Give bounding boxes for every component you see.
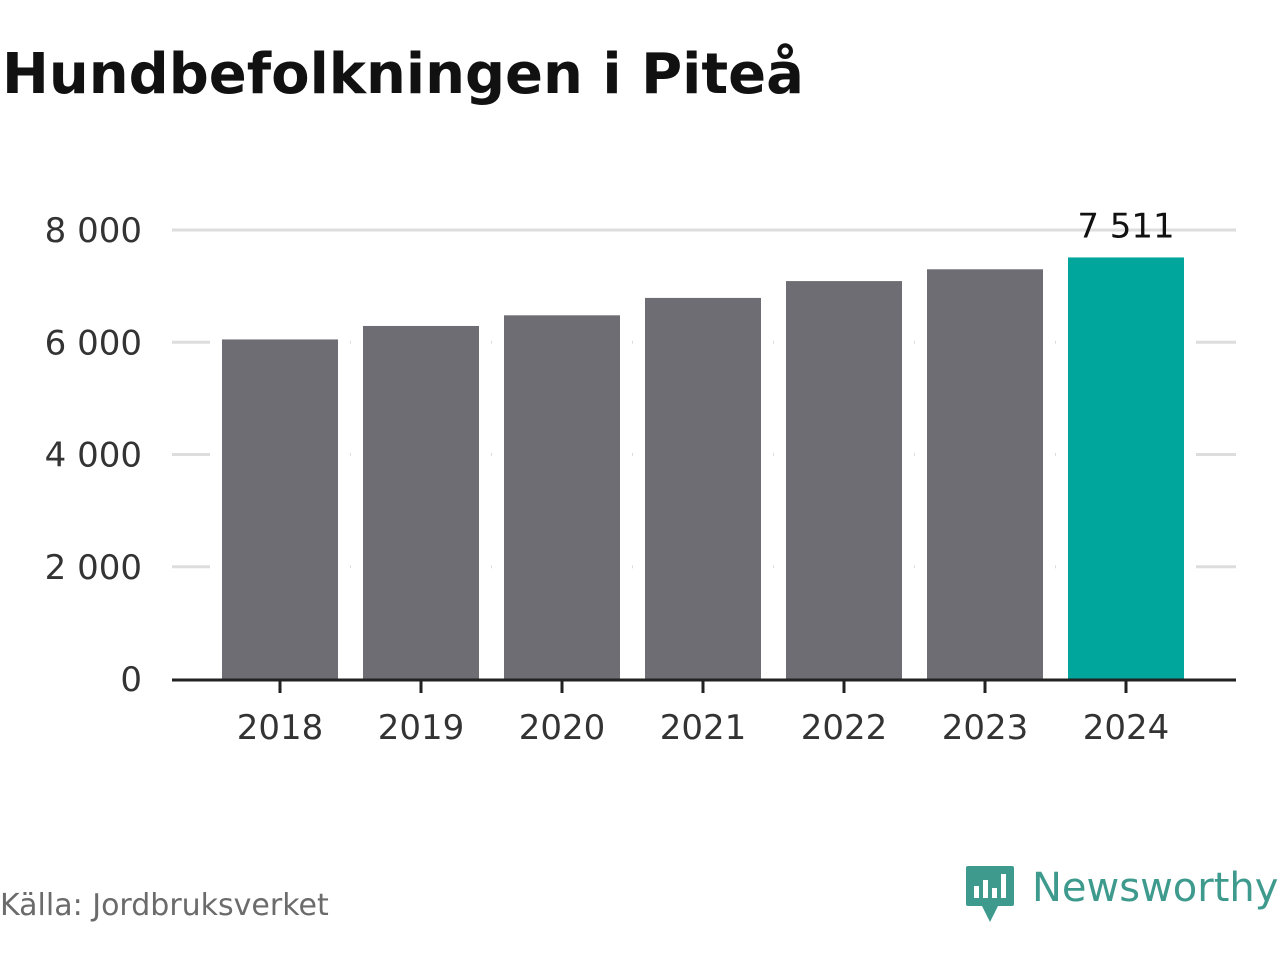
newsworthy-logo-text: Newsworthy [1032,865,1279,911]
x-tick-label: 2019 [378,708,465,748]
bar-2019 [363,325,479,679]
bar-2018 [222,339,338,679]
source-note: Källa: Jordbruksverket [0,888,329,923]
x-tick-label: 2021 [660,708,747,748]
x-tick-label: 2018 [237,708,324,748]
x-axis: 2018 2019 2020 2021 2022 2023 2024 [172,678,1236,748]
data-labels: 7 511 [1077,206,1174,246]
bar-2021 [645,297,761,679]
chart-title: Hundbefolkningen i Piteå [2,42,804,107]
y-tick-label: 8 000 [45,211,142,251]
bars [210,257,1196,679]
y-tick-label: 2 000 [45,548,142,588]
bar-2022 [786,281,902,679]
x-tick-label: 2022 [801,708,888,748]
x-tick-label: 2024 [1083,708,1170,748]
newsworthy-logo: Newsworthy [964,864,1278,924]
bar-2024 [1068,257,1184,679]
bar-2020 [504,315,620,679]
y-tick-label: 0 [120,660,142,700]
data-label: 7 511 [1077,206,1174,246]
x-tick-label: 2023 [942,708,1029,748]
bar-2023 [927,269,1043,679]
y-tick-label: 4 000 [45,436,142,476]
newsworthy-logo-icon [966,866,1014,922]
y-tick-label: 6 000 [45,323,142,363]
y-axis: 0 2 000 4 000 6 000 8 000 [45,211,142,700]
x-tick-label: 2020 [519,708,606,748]
